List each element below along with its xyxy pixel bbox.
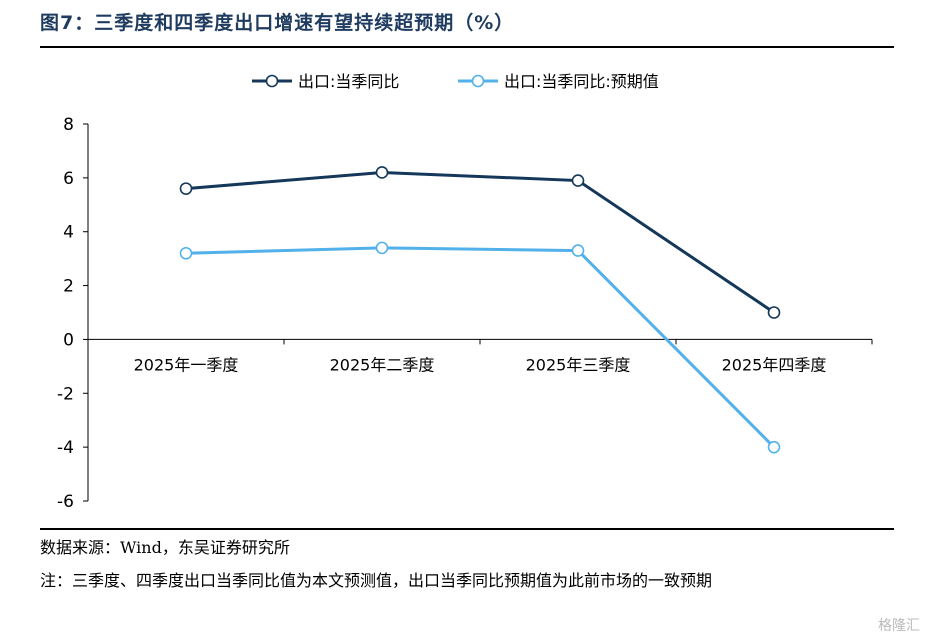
data-point: [767, 306, 781, 319]
x-category-label: 2025年三季度: [526, 355, 631, 374]
legend-swatch-marker: [471, 74, 485, 88]
line-chart: 出口:当季同比 出口:当季同比:预期值 8 6 4 2 0 -2 -4 -6 2025年一季度 20…: [57, 72, 873, 512]
data-point: [767, 440, 781, 454]
data-point: [571, 244, 585, 257]
data-point: [375, 241, 389, 255]
legend-swatch-marker: [265, 74, 279, 88]
data-point: [375, 166, 389, 179]
chart-axes: 8 6 4 2 0 -2 -4 -6 2025年一季度 2025年二季度 2025年三季度 2025年…: [57, 115, 873, 512]
y-tick-label: -2: [57, 384, 74, 404]
series-line-1: [185, 170, 775, 314]
chart-series: [179, 166, 781, 454]
legend-label: 出口:当季同比:预期值: [504, 72, 659, 91]
source-note: 数据来源：Wind，东吴证券研究所: [40, 538, 290, 557]
y-tick-label: -4: [57, 438, 74, 458]
footer-rule: [40, 528, 894, 530]
y-tick-label: -6: [57, 492, 74, 512]
footnote: 注：三季度、四季度出口当季同比值为本文预测值，出口当季同比预期值为此前市场的一致…: [40, 571, 713, 590]
series-line-2: [185, 246, 776, 449]
y-tick-label: 6: [63, 169, 74, 189]
data-point: [179, 182, 193, 195]
x-category-label: 2025年四季度: [722, 355, 827, 374]
data-point: [179, 246, 193, 260]
chart-legend: 出口:当季同比 出口:当季同比:预期值: [252, 72, 659, 91]
x-category-label: 2025年一季度: [134, 355, 239, 374]
watermark-logo: 格隆汇: [878, 618, 920, 634]
y-tick-label: 0: [63, 330, 74, 350]
y-tick-label: 2: [63, 277, 74, 297]
x-category-label: 2025年二季度: [330, 355, 435, 374]
y-tick-label: 4: [63, 223, 74, 243]
legend-label: 出口:当季同比: [298, 72, 399, 91]
figure-title: 图7：三季度和四季度出口增速有望持续超预期（%）: [40, 12, 515, 34]
title-rule: [40, 46, 894, 48]
y-tick-label: 8: [63, 115, 74, 135]
data-point: [571, 174, 585, 187]
